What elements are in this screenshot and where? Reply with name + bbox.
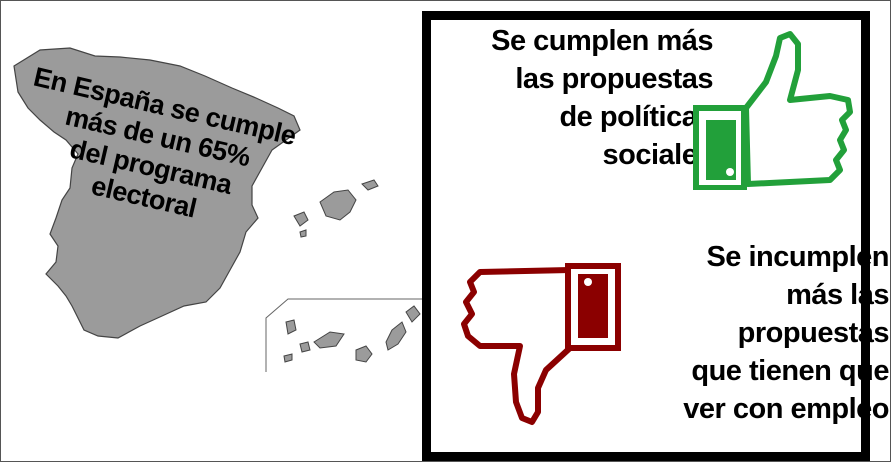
fulfilled-text-line: Se cumplen más bbox=[491, 25, 713, 57]
tenerife-shape bbox=[313, 331, 345, 349]
unfulfilled-text-line: más las bbox=[786, 279, 889, 311]
fulfilled-text-line: de políticas bbox=[559, 101, 713, 133]
thumbs-up-icon bbox=[693, 31, 853, 190]
fuerteventura-shape bbox=[385, 321, 407, 351]
gran-canaria-shape bbox=[355, 345, 373, 363]
gomera-shape bbox=[299, 341, 311, 353]
hierro-shape bbox=[283, 353, 293, 363]
unfulfilled-text-line: Se incumplen bbox=[706, 241, 889, 273]
unfulfilled-text: Se incumplen más las propuestas que tien… bbox=[683, 238, 889, 428]
ibiza-shape bbox=[293, 211, 309, 227]
la-palma-shape bbox=[285, 319, 297, 335]
iberian-peninsula-shape bbox=[13, 47, 301, 339]
fulfilled-text: Se cumplen más las propuestas de polític… bbox=[491, 22, 713, 174]
mallorca-shape bbox=[319, 189, 357, 221]
lanzarote-shape bbox=[405, 305, 421, 323]
canary-inset-border bbox=[265, 298, 422, 372]
unfulfilled-text-line: propuestas bbox=[737, 317, 890, 349]
unfulfilled-text-line: ver con empleo bbox=[683, 393, 889, 425]
unfulfilled-text-line: que tienen que bbox=[691, 355, 889, 387]
formentera-shape bbox=[299, 229, 307, 238]
thumbs-down-icon bbox=[461, 263, 621, 425]
fulfilled-text-line: las propuestas bbox=[515, 63, 713, 95]
fulfilled-text-line: sociales bbox=[602, 139, 714, 171]
menorca-shape bbox=[361, 179, 379, 191]
spain-map bbox=[13, 47, 422, 372]
